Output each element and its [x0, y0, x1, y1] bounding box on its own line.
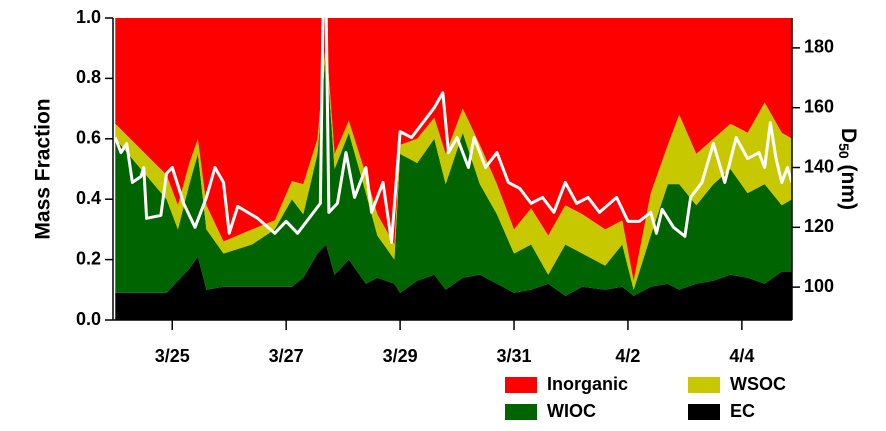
legend-swatch — [688, 404, 720, 420]
d50-line — [113, 18, 792, 244]
y2-label-sub: 50 — [836, 143, 852, 159]
y2-tick-label: 100 — [804, 276, 834, 296]
y2-tick-label: 180 — [804, 37, 834, 57]
x-tick-label: 3/29 — [383, 346, 418, 366]
legend-label: EC — [730, 401, 755, 421]
x-tick-label: 3/27 — [269, 346, 304, 366]
legend-label: Inorganic — [547, 374, 628, 394]
y-tick-label: 1.0 — [76, 7, 101, 27]
legend-swatch — [505, 377, 537, 393]
y2-tick-label: 140 — [804, 156, 834, 176]
area — [115, 18, 792, 281]
plot-area — [113, 18, 792, 320]
y2-axis-label: D50 (nm) — [836, 128, 860, 210]
y-tick-label: 0.0 — [76, 309, 101, 329]
y-axis-label: Mass Fraction — [32, 98, 55, 239]
x-tick-label: 3/31 — [496, 346, 531, 366]
y2-tick-label: 120 — [804, 216, 834, 236]
axes: 0.0 0.2 0.4 0.6 0.8 1.0 100 120 140 160 180 3/25 3/2… — [76, 7, 834, 366]
y2-tick-label: 160 — [804, 96, 834, 116]
x-tick-label: 4/2 — [615, 346, 640, 366]
legend-label: WIOC — [547, 401, 596, 421]
legend-swatch — [505, 404, 537, 420]
area — [115, 244, 792, 320]
legend-label: WSOC — [730, 374, 786, 394]
y-tick-label: 0.8 — [76, 67, 101, 87]
y-tick-label: 0.2 — [76, 248, 101, 268]
y-tick-label: 0.4 — [76, 188, 101, 208]
y2-label-unit: (nm) — [837, 159, 860, 210]
y2-label-main: D — [837, 128, 860, 143]
y-tick-label: 0.6 — [76, 128, 101, 148]
legend-swatch — [688, 377, 720, 393]
area — [115, 48, 792, 296]
x-tick-label: 4/4 — [729, 346, 754, 366]
area — [115, 39, 792, 290]
x-tick-label: 3/25 — [155, 346, 190, 366]
